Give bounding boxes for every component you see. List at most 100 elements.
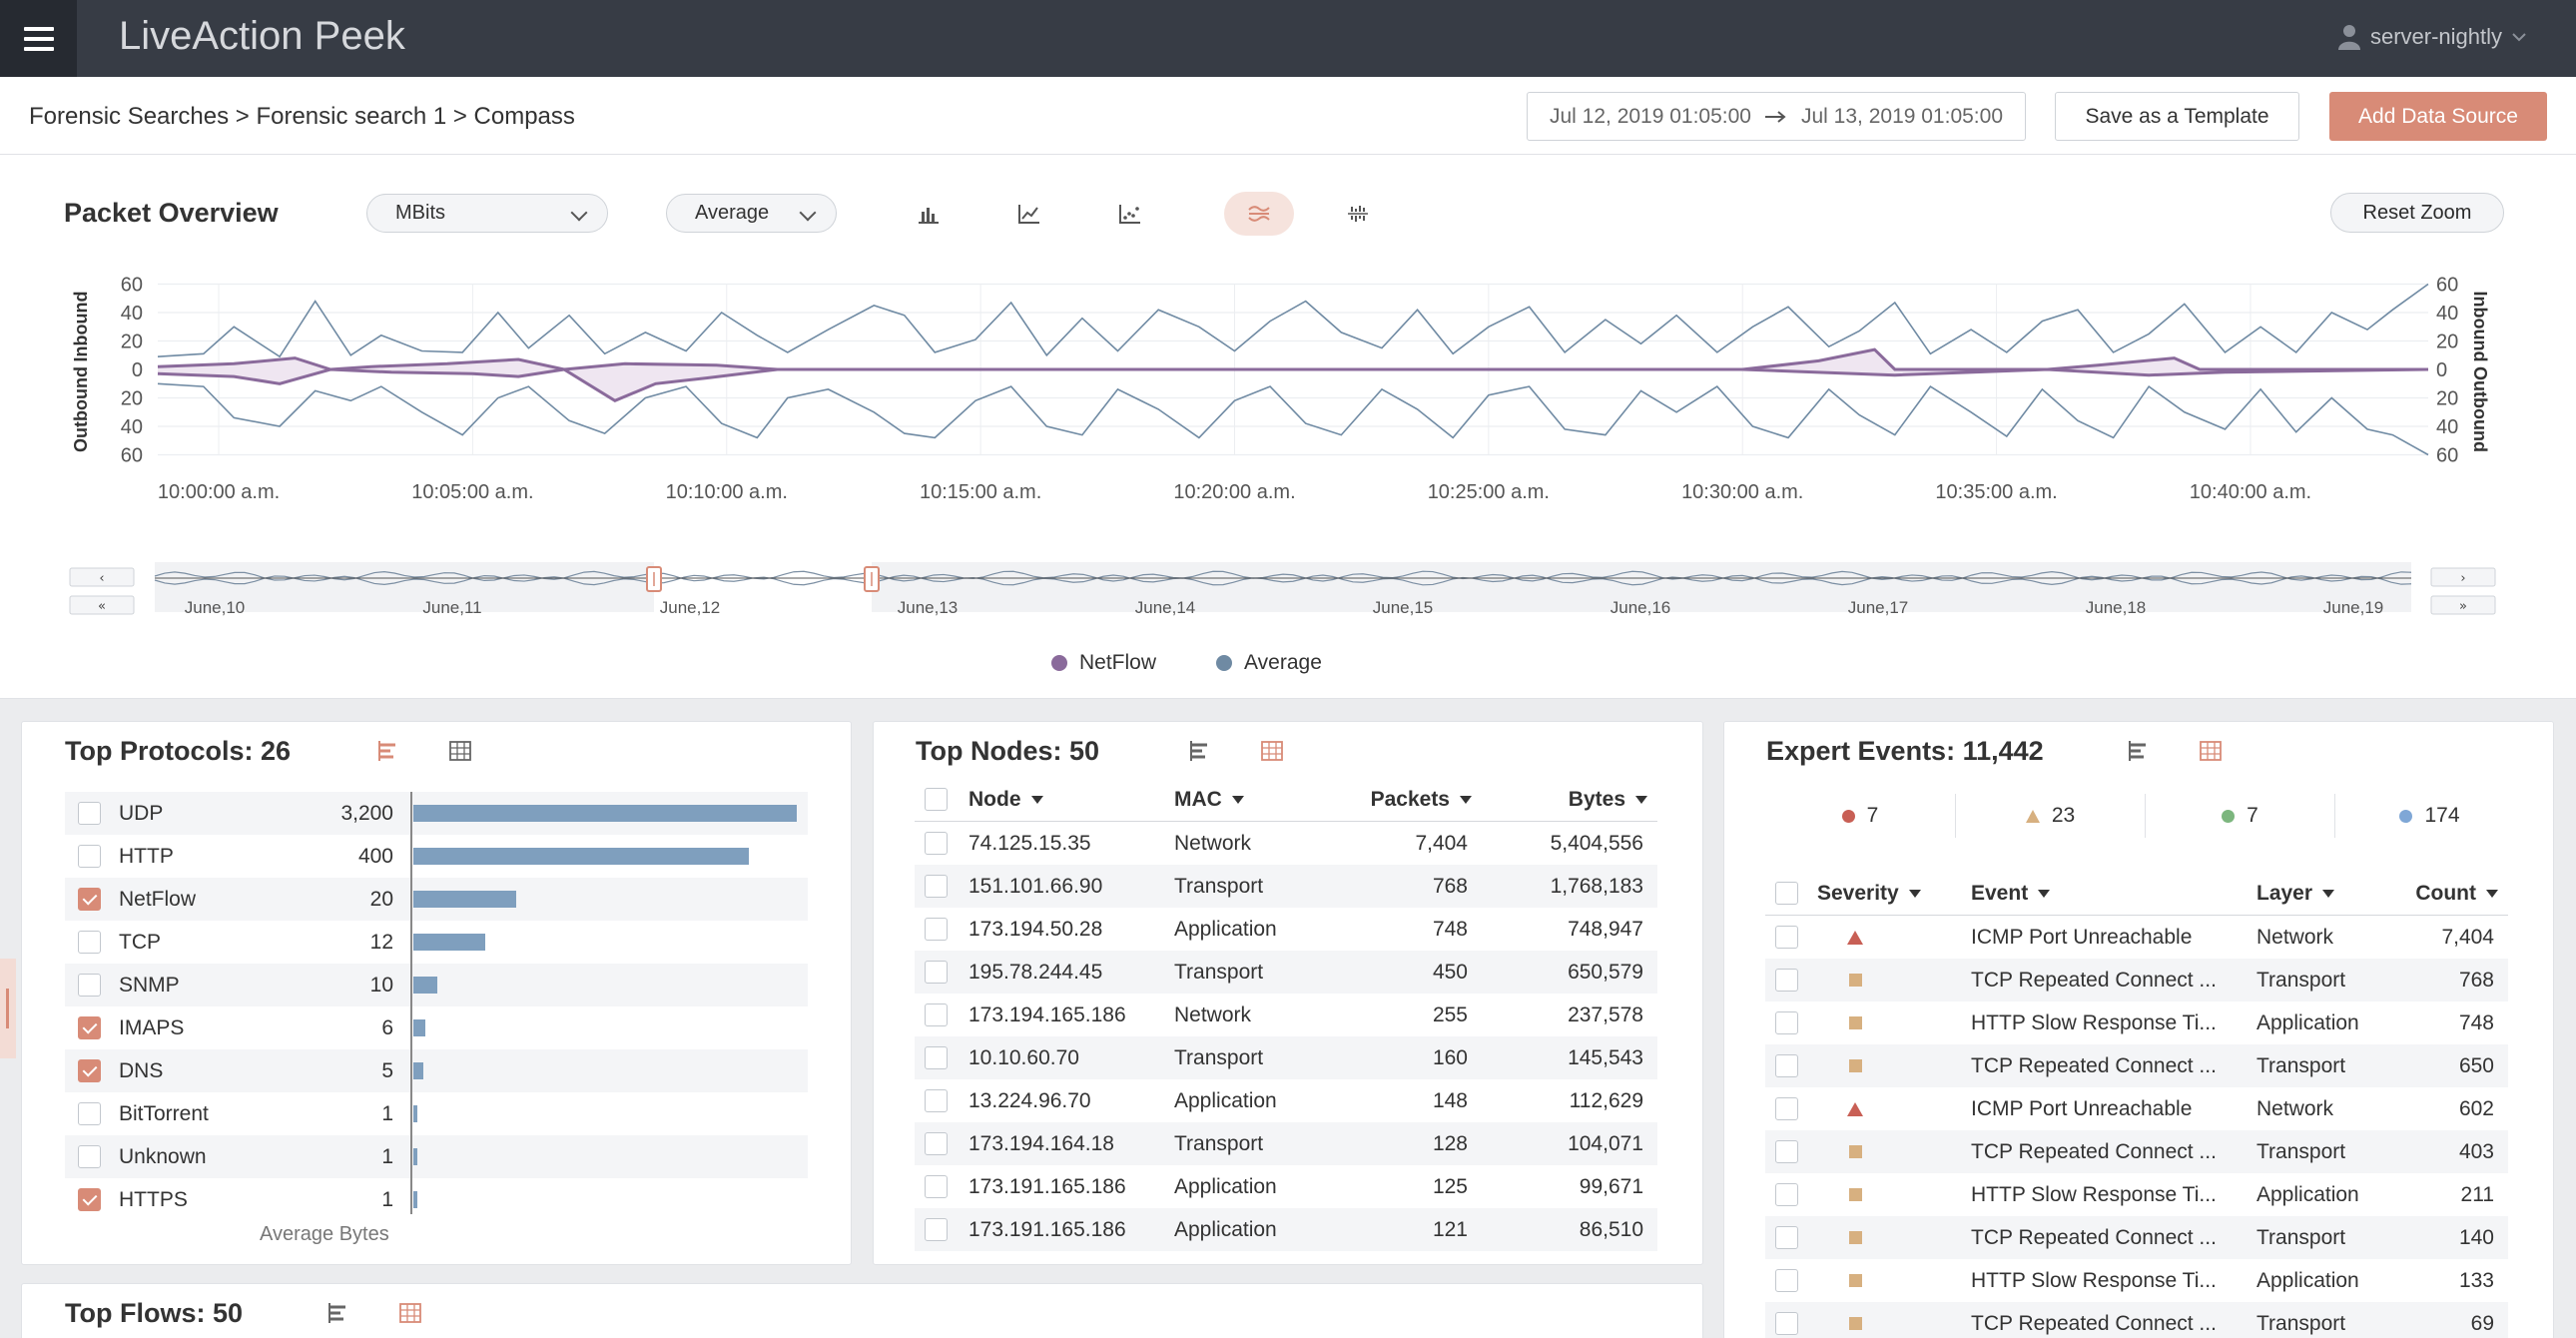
row-checkbox[interactable]	[925, 1004, 948, 1026]
row-checkbox[interactable]	[1775, 1183, 1798, 1206]
protocol-row[interactable]: DNS 5	[65, 1049, 808, 1092]
scatter-chart-button[interactable]	[1108, 192, 1152, 236]
row-checkbox[interactable]	[925, 832, 948, 855]
protocol-row[interactable]: HTTPS 1	[65, 1178, 808, 1221]
select-all-checkbox[interactable]	[925, 788, 948, 811]
add-data-source-button[interactable]: Add Data Source	[2329, 92, 2547, 141]
legend-item-average[interactable]: Average	[1216, 651, 1322, 675]
row-checkbox[interactable]	[925, 918, 948, 941]
navigator-step-back-button[interactable]	[69, 567, 135, 587]
row-checkbox[interactable]	[925, 1175, 948, 1198]
column-layer[interactable]: Layer	[2256, 882, 2335, 906]
column-count[interactable]: Count	[2415, 882, 2498, 906]
packet-overview-chart[interactable]: 10:00:00 a.m. 10:05:00 a.m. 10:10:00 a.m. 1…	[0, 155, 2576, 699]
severity-summary-item[interactable]: 174	[2334, 794, 2524, 838]
protocol-row[interactable]: NetFlow 20	[65, 878, 808, 921]
aggregation-select[interactable]: Average	[666, 194, 837, 233]
row-checkbox[interactable]	[925, 1046, 948, 1069]
protocol-checkbox[interactable]	[78, 1102, 101, 1125]
column-node[interactable]: Node	[968, 788, 1043, 812]
bar-view-button[interactable]	[1185, 736, 1215, 766]
protocol-checkbox[interactable]	[78, 1059, 101, 1082]
table-view-button[interactable]	[395, 1298, 425, 1328]
mirror-area-chart-button[interactable]	[1224, 192, 1294, 236]
user-menu[interactable]: server-nightly	[2337, 24, 2526, 50]
reset-zoom-button[interactable]: Reset Zoom	[2330, 193, 2504, 233]
navigator-jump-forward-button[interactable]	[2430, 595, 2496, 615]
protocol-checkbox[interactable]	[78, 845, 101, 868]
row-checkbox[interactable]	[1775, 1269, 1798, 1292]
table-view-button[interactable]	[445, 736, 475, 766]
units-select[interactable]: MBits	[366, 194, 608, 233]
table-row[interactable]: 173.194.164.18 Transport 128 104,071	[915, 1122, 1657, 1165]
protocol-row[interactable]: TCP 12	[65, 921, 808, 964]
row-checkbox[interactable]	[925, 1089, 948, 1112]
protocol-row[interactable]: BitTorrent 1	[65, 1092, 808, 1135]
row-checkbox[interactable]	[1775, 1140, 1798, 1163]
column-packets[interactable]: Packets	[1371, 788, 1472, 812]
protocol-checkbox[interactable]	[78, 1145, 101, 1168]
table-view-button[interactable]	[2196, 736, 2226, 766]
dot-plot-button[interactable]	[1336, 192, 1380, 236]
protocol-checkbox[interactable]	[78, 974, 101, 997]
protocol-checkbox[interactable]	[78, 1016, 101, 1039]
row-checkbox[interactable]	[1775, 969, 1798, 992]
line-chart-button[interactable]	[1007, 192, 1051, 236]
table-view-button[interactable]	[1257, 736, 1287, 766]
bar-view-button[interactable]	[373, 736, 403, 766]
table-row[interactable]: 195.78.244.45 Transport 450 650,579	[915, 951, 1657, 994]
table-row[interactable]: HTTP Slow Response Ti... Application 133	[1765, 1259, 2508, 1302]
navigator-selection[interactable]	[654, 562, 872, 612]
navigator-jump-back-button[interactable]	[69, 595, 135, 615]
protocol-row[interactable]: HTTP 400	[65, 835, 808, 878]
protocol-row[interactable]: Unknown 1	[65, 1135, 808, 1178]
row-checkbox[interactable]	[925, 1132, 948, 1155]
row-checkbox[interactable]	[925, 1218, 948, 1241]
row-checkbox[interactable]	[1775, 1312, 1798, 1335]
severity-summary-item[interactable]: 23	[1955, 794, 2145, 838]
table-row[interactable]: TCP Repeated Connect ... Transport 403	[1765, 1130, 2508, 1173]
table-row[interactable]: ICMP Port Unreachable Network 7,404	[1765, 916, 2508, 959]
table-row[interactable]: 173.191.165.186 Application 125 99,671	[915, 1165, 1657, 1208]
table-row[interactable]: 173.194.165.186 Network 255 237,578	[915, 994, 1657, 1036]
legend-item-netflow[interactable]: NetFlow	[1051, 651, 1156, 675]
bar-view-button[interactable]	[323, 1298, 353, 1328]
table-row[interactable]: TCP Repeated Connect ... Transport 140	[1765, 1216, 2508, 1259]
protocol-checkbox[interactable]	[78, 802, 101, 825]
table-row[interactable]: TCP Repeated Connect ... Transport 69	[1765, 1302, 2508, 1338]
protocol-checkbox[interactable]	[78, 931, 101, 954]
column-event[interactable]: Event	[1971, 882, 2051, 906]
protocol-checkbox[interactable]	[78, 1188, 101, 1211]
row-checkbox[interactable]	[1775, 1097, 1798, 1120]
bar-view-button[interactable]	[2124, 736, 2154, 766]
table-row[interactable]: 151.101.66.90 Transport 768 1,768,183	[915, 865, 1657, 908]
table-row[interactable]: ICMP Port Unreachable Network 602	[1765, 1087, 2508, 1130]
protocol-checkbox[interactable]	[78, 888, 101, 911]
row-checkbox[interactable]	[925, 961, 948, 984]
table-row[interactable]: 173.191.165.186 Application 121 86,510	[915, 1208, 1657, 1251]
protocol-row[interactable]: SNMP 10	[65, 964, 808, 1006]
menu-button[interactable]	[0, 0, 77, 77]
protocol-row[interactable]: IMAPS 6	[65, 1006, 808, 1049]
table-row[interactable]: 10.10.60.70 Transport 160 145,543	[915, 1036, 1657, 1079]
severity-summary-item[interactable]: 7	[1765, 794, 1955, 838]
protocol-row[interactable]: UDP 3,200	[65, 792, 808, 835]
row-checkbox[interactable]	[1775, 1054, 1798, 1077]
save-template-button[interactable]: Save as a Template	[2055, 92, 2299, 141]
table-row[interactable]: 13.224.96.70 Application 148 112,629	[915, 1079, 1657, 1122]
bar-chart-button[interactable]	[907, 192, 951, 236]
table-row[interactable]: TCP Repeated Connect ... Transport 768	[1765, 959, 2508, 1002]
column-severity[interactable]: Severity	[1817, 882, 1921, 906]
column-bytes[interactable]: Bytes	[1569, 788, 1647, 812]
table-row[interactable]: HTTP Slow Response Ti... Application 211	[1765, 1173, 2508, 1216]
table-row[interactable]: TCP Repeated Connect ... Transport 650	[1765, 1044, 2508, 1087]
select-all-checkbox[interactable]	[1775, 882, 1798, 905]
date-range-picker[interactable]: Jul 12, 2019 01:05:00 Jul 13, 2019 01:05…	[1527, 92, 2026, 141]
severity-summary-item[interactable]: 7	[2145, 794, 2334, 838]
row-checkbox[interactable]	[1775, 1011, 1798, 1034]
row-checkbox[interactable]	[925, 875, 948, 898]
row-checkbox[interactable]	[1775, 1226, 1798, 1249]
table-row[interactable]: 173.194.50.28 Application 748 748,947	[915, 908, 1657, 951]
side-panel-handle[interactable]	[0, 959, 16, 1058]
column-mac[interactable]: MAC	[1174, 788, 1244, 812]
